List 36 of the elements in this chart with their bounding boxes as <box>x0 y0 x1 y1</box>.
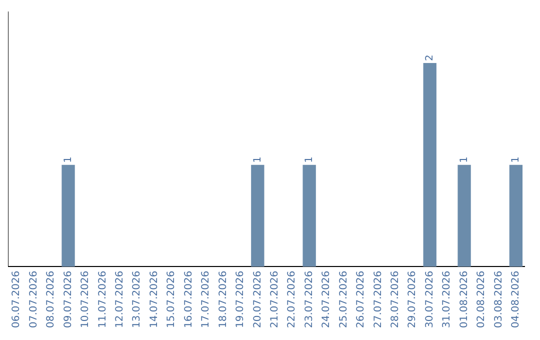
data-label: 1 <box>62 156 74 163</box>
x-tick-label: 29.07.2026 <box>407 270 418 328</box>
x-tick-label: 17.07.2026 <box>200 270 212 328</box>
x-tick-label: 26.07.2026 <box>356 270 367 328</box>
x-tick-label: 02.08.2026 <box>476 270 488 328</box>
data-label: 1 <box>304 156 315 163</box>
x-tick-label: 18.07.2026 <box>218 270 229 328</box>
x-tick-label: 30.07.2026 <box>424 270 436 328</box>
x-tick-label: 06.07.2026 <box>11 270 22 328</box>
x-tick-label: 04.08.2026 <box>510 270 522 328</box>
x-tick-label: 28.07.2026 <box>390 270 401 328</box>
data-label: 1 <box>510 156 522 163</box>
data-label: 1 <box>458 156 470 163</box>
x-tick-label: 08.07.2026 <box>46 270 57 328</box>
x-tick-label: 20.07.2026 <box>252 270 264 328</box>
x-tick-label: 31.07.2026 <box>442 270 453 328</box>
x-tick-label: 25.07.2026 <box>338 270 350 328</box>
x-tick-label: 01.08.2026 <box>458 270 470 328</box>
data-label: 2 <box>424 54 436 61</box>
x-tick-label: 27.07.2026 <box>372 270 384 328</box>
x-tick-label: 07.07.2026 <box>28 270 40 328</box>
x-tick-label: 03.08.2026 <box>493 270 504 328</box>
x-tick-label: 10.07.2026 <box>80 270 92 328</box>
x-tick-label: 13.07.2026 <box>132 270 143 328</box>
x-tick-label: 23.07.2026 <box>304 270 315 328</box>
x-tick-label: 15.07.2026 <box>166 270 178 328</box>
x-tick-label: 11.07.2026 <box>97 270 108 328</box>
x-tick-label: 12.07.2026 <box>114 270 126 328</box>
x-tick-label: 24.07.2026 <box>321 270 332 328</box>
x-tick-label: 16.07.2026 <box>183 270 194 328</box>
x-tick-label: 22.07.2026 <box>286 270 298 328</box>
x-tick-label: 21.07.2026 <box>269 270 280 328</box>
x-tick-label: 19.07.2026 <box>235 270 246 328</box>
x-tick-label: 14.07.2026 <box>148 270 160 328</box>
data-label: 1 <box>252 156 264 163</box>
x-tick-label: 09.07.2026 <box>62 270 74 328</box>
